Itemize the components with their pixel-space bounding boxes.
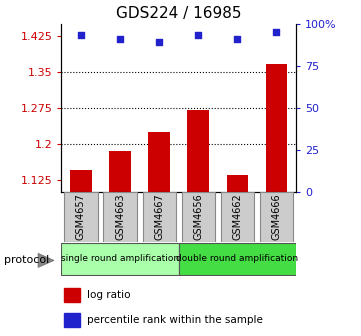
Text: double round amplification: double round amplification bbox=[176, 254, 299, 263]
Text: GSM4667: GSM4667 bbox=[154, 193, 164, 240]
Point bbox=[78, 33, 84, 38]
Text: log ratio: log ratio bbox=[87, 290, 131, 300]
Polygon shape bbox=[38, 253, 54, 267]
Bar bbox=[266, 64, 287, 192]
Text: GSM4657: GSM4657 bbox=[76, 193, 86, 240]
Text: protocol: protocol bbox=[4, 255, 49, 265]
Bar bbox=[109, 151, 131, 192]
Point bbox=[156, 39, 162, 45]
Text: GSM4666: GSM4666 bbox=[271, 194, 282, 240]
Text: GSM4656: GSM4656 bbox=[193, 193, 203, 240]
Bar bbox=[227, 175, 248, 192]
Text: single round amplification: single round amplification bbox=[61, 254, 179, 263]
FancyBboxPatch shape bbox=[221, 192, 254, 242]
FancyBboxPatch shape bbox=[179, 243, 296, 275]
Point bbox=[117, 36, 123, 41]
FancyBboxPatch shape bbox=[103, 192, 137, 242]
Bar bbox=[64, 313, 80, 327]
FancyBboxPatch shape bbox=[61, 243, 179, 275]
Title: GDS224 / 16985: GDS224 / 16985 bbox=[116, 6, 242, 21]
FancyBboxPatch shape bbox=[182, 192, 215, 242]
FancyBboxPatch shape bbox=[260, 192, 293, 242]
Text: percentile rank within the sample: percentile rank within the sample bbox=[87, 315, 263, 325]
Point bbox=[195, 33, 201, 38]
Bar bbox=[148, 131, 170, 192]
Bar bbox=[187, 110, 209, 192]
Point bbox=[234, 36, 240, 41]
Bar bbox=[70, 170, 92, 192]
Bar bbox=[64, 288, 80, 302]
Text: GSM4662: GSM4662 bbox=[232, 193, 242, 240]
Point bbox=[274, 29, 279, 35]
FancyBboxPatch shape bbox=[64, 192, 97, 242]
Text: GSM4663: GSM4663 bbox=[115, 194, 125, 240]
FancyBboxPatch shape bbox=[143, 192, 176, 242]
